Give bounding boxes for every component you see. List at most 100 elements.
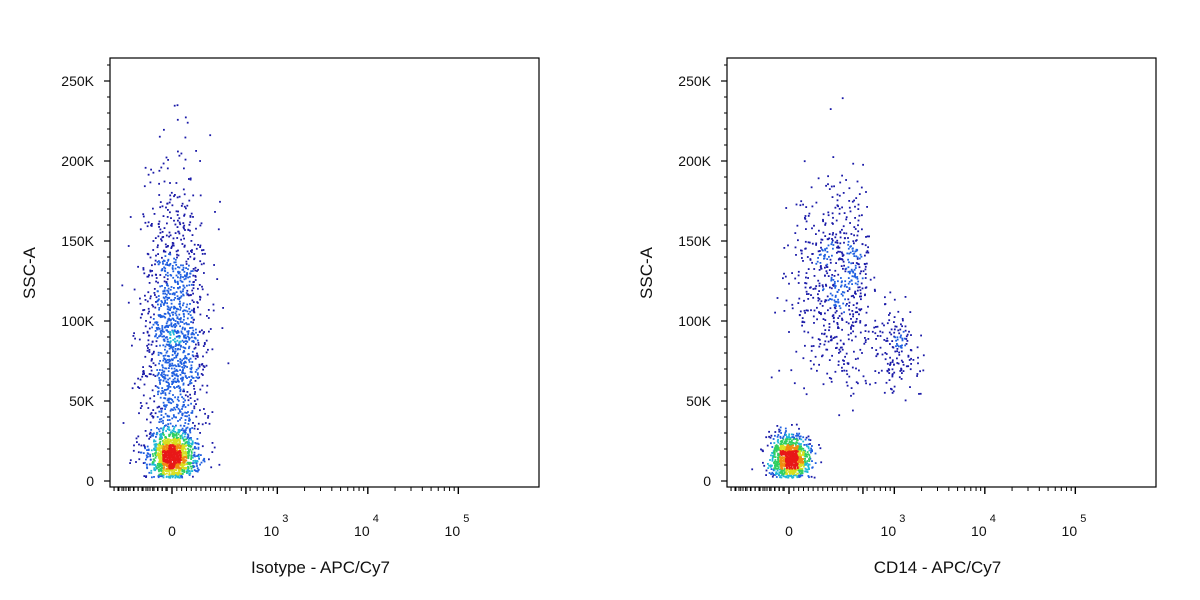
data-point — [831, 238, 833, 240]
data-point — [811, 460, 813, 462]
data-point — [849, 270, 851, 273]
data-point — [822, 289, 824, 292]
data-point — [806, 453, 808, 456]
data-point — [191, 234, 194, 236]
data-point — [177, 230, 180, 233]
data-point — [883, 339, 886, 341]
data-point — [800, 465, 803, 467]
data-point — [170, 364, 173, 367]
data-point — [164, 326, 167, 329]
data-point — [196, 467, 199, 470]
data-point — [173, 454, 176, 457]
data-point — [156, 432, 159, 435]
data-point — [896, 362, 899, 364]
data-point — [179, 321, 182, 323]
data-point — [792, 433, 795, 436]
data-point — [168, 201, 171, 204]
data-point — [839, 231, 842, 234]
data-point — [782, 444, 785, 447]
data-point — [172, 270, 175, 273]
data-point — [168, 313, 171, 315]
data-point — [812, 345, 815, 347]
data-point — [788, 438, 791, 441]
data-point — [843, 311, 845, 314]
data-point — [829, 286, 831, 289]
data-point — [857, 382, 859, 385]
data-point — [162, 419, 164, 422]
data-point — [779, 468, 781, 471]
data-point — [151, 223, 153, 225]
data-point — [175, 475, 177, 478]
data-point — [905, 338, 908, 340]
data-point — [856, 180, 859, 183]
data-point — [185, 275, 188, 278]
data-point — [163, 434, 165, 436]
data-point — [845, 304, 847, 307]
data-point — [176, 447, 179, 450]
data-point — [182, 285, 185, 287]
data-point — [189, 216, 192, 218]
data-point — [828, 255, 830, 258]
data-point — [168, 438, 170, 441]
data-point — [769, 436, 772, 439]
data-point — [819, 262, 822, 264]
data-point — [179, 277, 182, 279]
data-point — [819, 250, 821, 252]
data-point — [169, 331, 172, 334]
data-point — [187, 467, 190, 469]
data-point — [784, 431, 787, 434]
data-point — [178, 454, 180, 457]
data-point — [163, 450, 166, 452]
data-point — [810, 186, 813, 189]
data-point — [795, 350, 798, 353]
data-point — [190, 270, 193, 273]
data-point — [179, 441, 181, 444]
data-point — [167, 381, 170, 384]
data-point — [162, 338, 165, 341]
data-point — [174, 261, 177, 264]
data-point — [183, 362, 185, 365]
data-point — [129, 459, 132, 462]
data-point — [847, 298, 850, 301]
data-point — [896, 338, 899, 341]
data-point — [176, 474, 178, 477]
data-point — [782, 475, 785, 478]
data-point — [178, 154, 181, 157]
data-point — [159, 463, 162, 466]
data-point — [850, 324, 853, 327]
data-point — [188, 223, 191, 226]
data-point — [180, 449, 183, 451]
data-point — [837, 360, 840, 363]
data-point — [169, 460, 172, 462]
data-point — [163, 339, 166, 342]
data-point — [162, 454, 165, 457]
data-point — [162, 476, 165, 479]
data-point — [795, 423, 798, 426]
data-point — [185, 467, 187, 470]
data-point — [172, 409, 174, 411]
data-point — [792, 450, 795, 453]
data-point — [159, 369, 161, 371]
x-axis-title: Isotype - APC/Cy7 — [251, 558, 390, 577]
data-point — [181, 396, 183, 398]
data-point — [184, 438, 186, 441]
data-point — [195, 403, 197, 405]
data-point — [888, 369, 891, 371]
data-point — [164, 436, 167, 438]
data-point — [158, 335, 160, 338]
data-point — [157, 263, 160, 266]
data-point — [175, 331, 178, 333]
data-point — [798, 437, 801, 440]
data-point — [179, 273, 182, 276]
data-point — [136, 441, 138, 443]
data-point — [150, 358, 153, 361]
data-point — [798, 471, 801, 474]
data-point — [848, 206, 851, 209]
data-point — [773, 467, 775, 470]
data-point — [837, 289, 840, 291]
data-point — [843, 291, 846, 294]
data-point — [859, 348, 862, 351]
data-point — [173, 373, 176, 376]
data-point — [809, 258, 812, 260]
data-point — [146, 330, 149, 333]
